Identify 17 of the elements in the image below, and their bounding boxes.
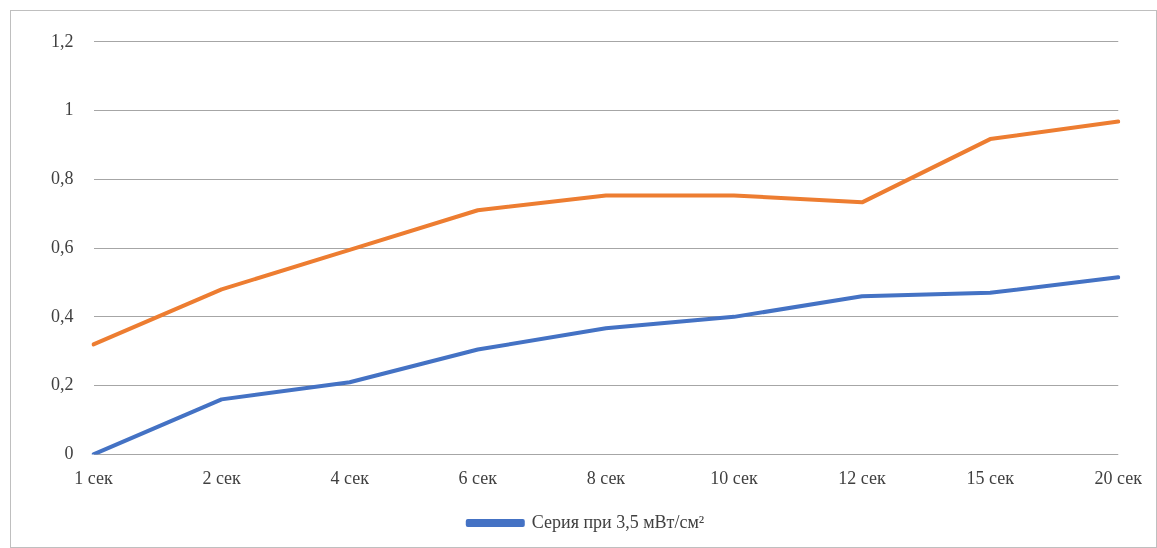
legend-label: Серия при 3,5 мВт/см²: [531, 511, 705, 532]
y-tick-label: 0: [64, 443, 74, 464]
x-tick-label: 20 сек: [1094, 467, 1143, 488]
x-tick-label: 2 сек: [202, 467, 242, 488]
y-tick-label: 0,8: [51, 168, 74, 189]
x-tick-label: 12 сек: [838, 467, 887, 488]
x-tick-label: 15 сек: [966, 467, 1015, 488]
x-tick-label: 1 сек: [74, 467, 113, 488]
x-tick-label: 10 сек: [710, 467, 758, 488]
y-tick-label: 0,4: [51, 305, 74, 326]
y-tick-label: 1: [64, 99, 74, 120]
y-tick-label: 1,2: [51, 30, 74, 51]
x-tick-label: 6 сек: [458, 467, 498, 488]
x-tick-label: 4 сек: [330, 467, 370, 488]
y-tick-label: 0,2: [51, 374, 74, 395]
x-tick-label: 8 сек: [586, 467, 626, 488]
y-tick-label: 0,6: [51, 236, 74, 257]
